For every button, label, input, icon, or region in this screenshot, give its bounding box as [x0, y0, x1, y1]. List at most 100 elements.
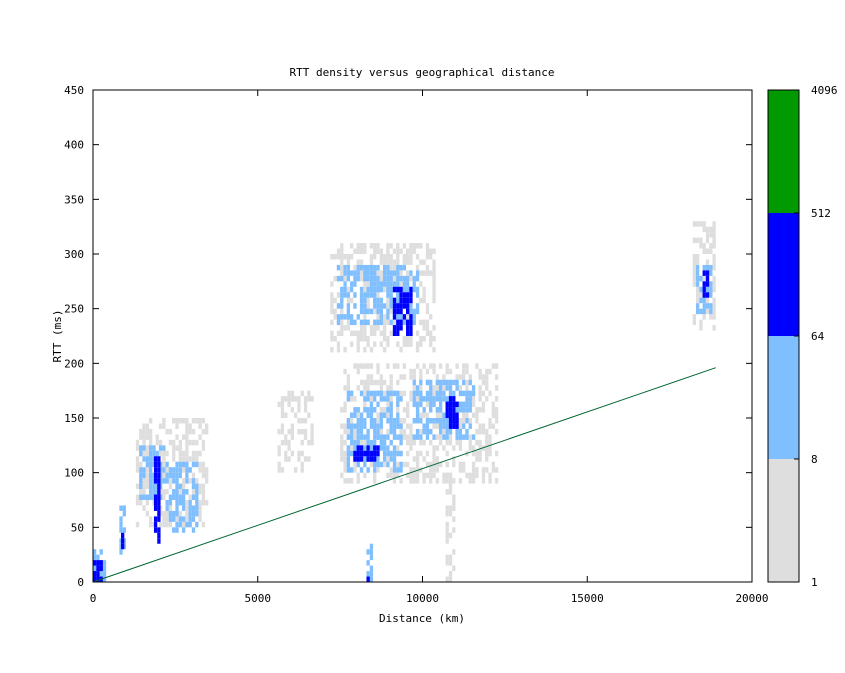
- density-cell: [359, 434, 364, 440]
- density-cell: [491, 412, 495, 418]
- density-cell: [429, 314, 433, 320]
- density-cell: [135, 456, 140, 462]
- density-cell: [415, 286, 420, 293]
- density-cell: [468, 472, 472, 479]
- density-cell: [409, 297, 413, 304]
- density-cell: [399, 270, 403, 276]
- density-cell: [399, 428, 403, 435]
- density-cell: [379, 445, 383, 451]
- density-cell: [188, 500, 192, 506]
- density-cell: [201, 418, 206, 424]
- density-cell: [412, 286, 416, 293]
- density-cell: [373, 390, 377, 397]
- density-cell: [435, 434, 439, 440]
- density-cell: [188, 439, 192, 446]
- density-cell: [458, 385, 463, 391]
- density-cell: [191, 461, 196, 468]
- density-cell: [307, 396, 311, 402]
- density-cell: [359, 292, 364, 298]
- density-cell: [353, 275, 357, 282]
- density-cell: [438, 407, 443, 413]
- density-cell: [175, 489, 179, 495]
- density-cell: [185, 505, 189, 511]
- density-cell: [379, 314, 383, 320]
- density-cell: [376, 390, 380, 397]
- density-cell: [346, 379, 351, 386]
- density-cell: [442, 472, 446, 479]
- density-cell: [455, 434, 459, 440]
- density-cell: [392, 478, 397, 484]
- density-cell: [346, 254, 351, 260]
- density-cell: [158, 450, 163, 457]
- density-cell: [412, 390, 416, 397]
- density-cell: [705, 303, 710, 309]
- density-cell: [455, 439, 459, 446]
- density-cell: [445, 401, 449, 408]
- density-cell: [406, 319, 410, 326]
- density-cell: [373, 445, 377, 451]
- density-cell: [712, 325, 716, 331]
- density-cell: [135, 445, 140, 451]
- density-cell: [429, 478, 433, 484]
- density-cell: [429, 248, 433, 254]
- density-cell: [191, 428, 196, 435]
- density-cell: [366, 341, 370, 347]
- density-cell: [462, 368, 466, 375]
- density-cell: [369, 412, 374, 418]
- density-cell: [340, 439, 344, 446]
- density-cell: [695, 259, 700, 265]
- density-cell: [699, 275, 703, 282]
- density-cell: [488, 478, 492, 484]
- density-cell: [373, 418, 377, 424]
- density-cell: [343, 254, 347, 260]
- density-cell: [386, 281, 390, 287]
- density-cell: [445, 472, 449, 479]
- density-cell: [438, 423, 443, 429]
- density-cell: [175, 494, 179, 500]
- density-cell: [419, 412, 423, 418]
- density-cell: [165, 450, 169, 457]
- density-cell: [343, 385, 347, 391]
- density-cell: [142, 450, 146, 457]
- density-cell: [363, 243, 367, 249]
- density-cell: [448, 472, 453, 479]
- density-cell: [195, 439, 199, 446]
- density-cell: [429, 461, 433, 468]
- density-cell: [392, 467, 397, 473]
- density-cell: [162, 489, 166, 495]
- density-cell: [139, 478, 143, 484]
- density-cell: [702, 297, 706, 304]
- density-cell: [363, 303, 367, 309]
- density-cell: [468, 478, 472, 484]
- density-cell: [363, 264, 367, 271]
- density-cell: [458, 478, 463, 484]
- density-cell: [386, 461, 390, 468]
- density-cell: [153, 500, 158, 506]
- density-cell: [333, 308, 337, 315]
- density-cell: [353, 456, 357, 462]
- density-cell: [491, 461, 495, 468]
- density-cell: [406, 423, 410, 429]
- density-cell: [402, 286, 407, 293]
- density-cell: [366, 264, 370, 271]
- density-cell: [356, 346, 360, 353]
- density-cell: [705, 264, 710, 271]
- density-cell: [379, 297, 383, 304]
- density-cell: [386, 396, 390, 402]
- density-cell: [356, 418, 360, 424]
- density-cell: [415, 341, 420, 347]
- density-cell: [478, 390, 482, 397]
- density-cell: [406, 248, 410, 254]
- density-cell: [363, 434, 367, 440]
- density-cell: [139, 450, 143, 457]
- density-cell: [376, 303, 380, 309]
- density-cell: [409, 396, 413, 402]
- density-cell: [343, 368, 347, 375]
- density-cell: [191, 478, 196, 484]
- density-cell: [369, 281, 374, 287]
- density-cell: [468, 374, 472, 380]
- density-cell: [142, 478, 146, 484]
- density-cell: [709, 232, 713, 238]
- density-cell: [409, 319, 413, 326]
- density-cell: [280, 407, 285, 413]
